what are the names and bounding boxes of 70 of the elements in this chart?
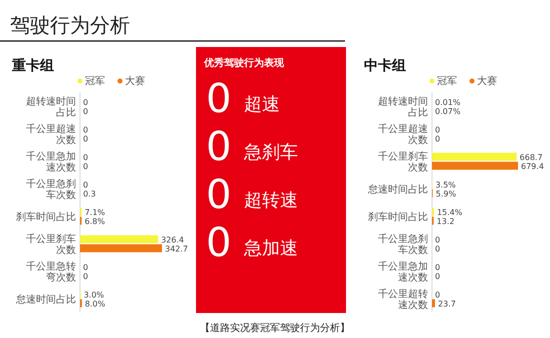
data-label: 0 xyxy=(83,152,88,162)
data-label: 0 xyxy=(83,134,88,144)
data-label: 0 xyxy=(435,235,440,244)
data-label: 0 xyxy=(435,290,440,300)
data-label: 0.01% xyxy=(435,98,461,107)
text: 优秀驾驶行为表现 xyxy=(203,57,285,69)
category-label: 急刹车 xyxy=(243,142,298,163)
y-tick-label: 刹车时间占比 xyxy=(16,210,76,223)
y-tick-label: 千公里急加速次数 xyxy=(378,260,428,284)
bar xyxy=(432,299,435,308)
data-label: 0 xyxy=(206,172,232,218)
y-tick-label: 怠速时间占比 xyxy=(15,293,76,306)
y-tick-label: 千公里急刹车次数 xyxy=(378,232,428,256)
y-tick-label: 千公里超速次数 xyxy=(378,122,428,146)
data-label: 0 xyxy=(83,262,88,272)
legend-label: 大赛 xyxy=(477,75,497,87)
data-label: 5.9% xyxy=(436,189,456,198)
y-tick-label: 刹车时间占比 xyxy=(368,210,428,223)
data-label: 0 xyxy=(435,262,440,272)
legend-label: 冠军 xyxy=(437,76,457,87)
data-label: 3.0% xyxy=(84,290,104,300)
y-tick-label: 怠速时间占比 xyxy=(367,183,428,196)
legend-label: 大赛 xyxy=(125,75,145,87)
text: 驾驶行为分析 xyxy=(10,13,130,37)
data-label: 0 xyxy=(206,76,232,122)
y-tick-label: 千公里急刹车次数 xyxy=(26,178,76,201)
data-label: 342.7 xyxy=(165,244,188,254)
chart-title: 中卡组 xyxy=(364,58,406,74)
category-label: 超速 xyxy=(244,94,280,115)
data-label: 0 xyxy=(435,134,440,144)
data-label: 23.7 xyxy=(438,299,456,308)
data-label: 0 xyxy=(435,125,440,134)
data-label: 0 xyxy=(435,272,440,281)
legend-label: 冠军 xyxy=(85,76,105,87)
bar xyxy=(432,152,517,161)
data-label: 0.07% xyxy=(435,106,461,116)
data-label: 6.8% xyxy=(84,216,106,226)
y-tick-label: 千公里急转弯次数 xyxy=(26,260,76,284)
data-label: 8.0% xyxy=(84,299,106,308)
bar xyxy=(432,162,518,170)
data-label: 0 xyxy=(83,98,88,107)
data-label: 0 xyxy=(435,244,440,254)
y-tick-label: 千公里超速次数 xyxy=(26,122,76,146)
data-label: 0 xyxy=(83,162,88,171)
data-label: 0 xyxy=(206,220,232,266)
data-label: 0 xyxy=(83,180,88,190)
data-label: 0 xyxy=(83,272,88,281)
y-tick-label: 千公里刹车次数 xyxy=(26,232,76,256)
data-label: 326.4 xyxy=(161,235,184,244)
data-label: 0.3 xyxy=(83,189,96,198)
data-label: 15.4% xyxy=(436,208,463,217)
bar xyxy=(80,244,162,252)
data-label: 679.4 xyxy=(521,162,544,171)
y-tick-label: 千公里刹车次数 xyxy=(378,150,428,174)
data-label: 0 xyxy=(206,124,232,170)
data-label: 0 xyxy=(83,125,88,134)
y-tick-label: 千公里急加速次数 xyxy=(26,150,76,174)
data-label: 3.5% xyxy=(435,180,456,190)
chart-title: 重卡组 xyxy=(11,58,54,74)
category-label: 超转速 xyxy=(244,190,298,211)
y-tick-label: 超转速时间占比 xyxy=(378,95,428,118)
bar xyxy=(80,235,158,244)
data-label: 0 xyxy=(83,106,88,116)
data-label: 13.2 xyxy=(436,216,454,226)
text: 【道路实况赛冠军驾驶行为分析】 xyxy=(200,322,350,334)
data-label: 668.7 xyxy=(520,152,543,162)
y-tick-label: 超转速时间占比 xyxy=(26,95,76,118)
data-label: 7.1% xyxy=(84,208,106,217)
category-label: 急加速 xyxy=(243,238,298,259)
y-tick-label: 千公里超转速次数 xyxy=(378,288,428,311)
